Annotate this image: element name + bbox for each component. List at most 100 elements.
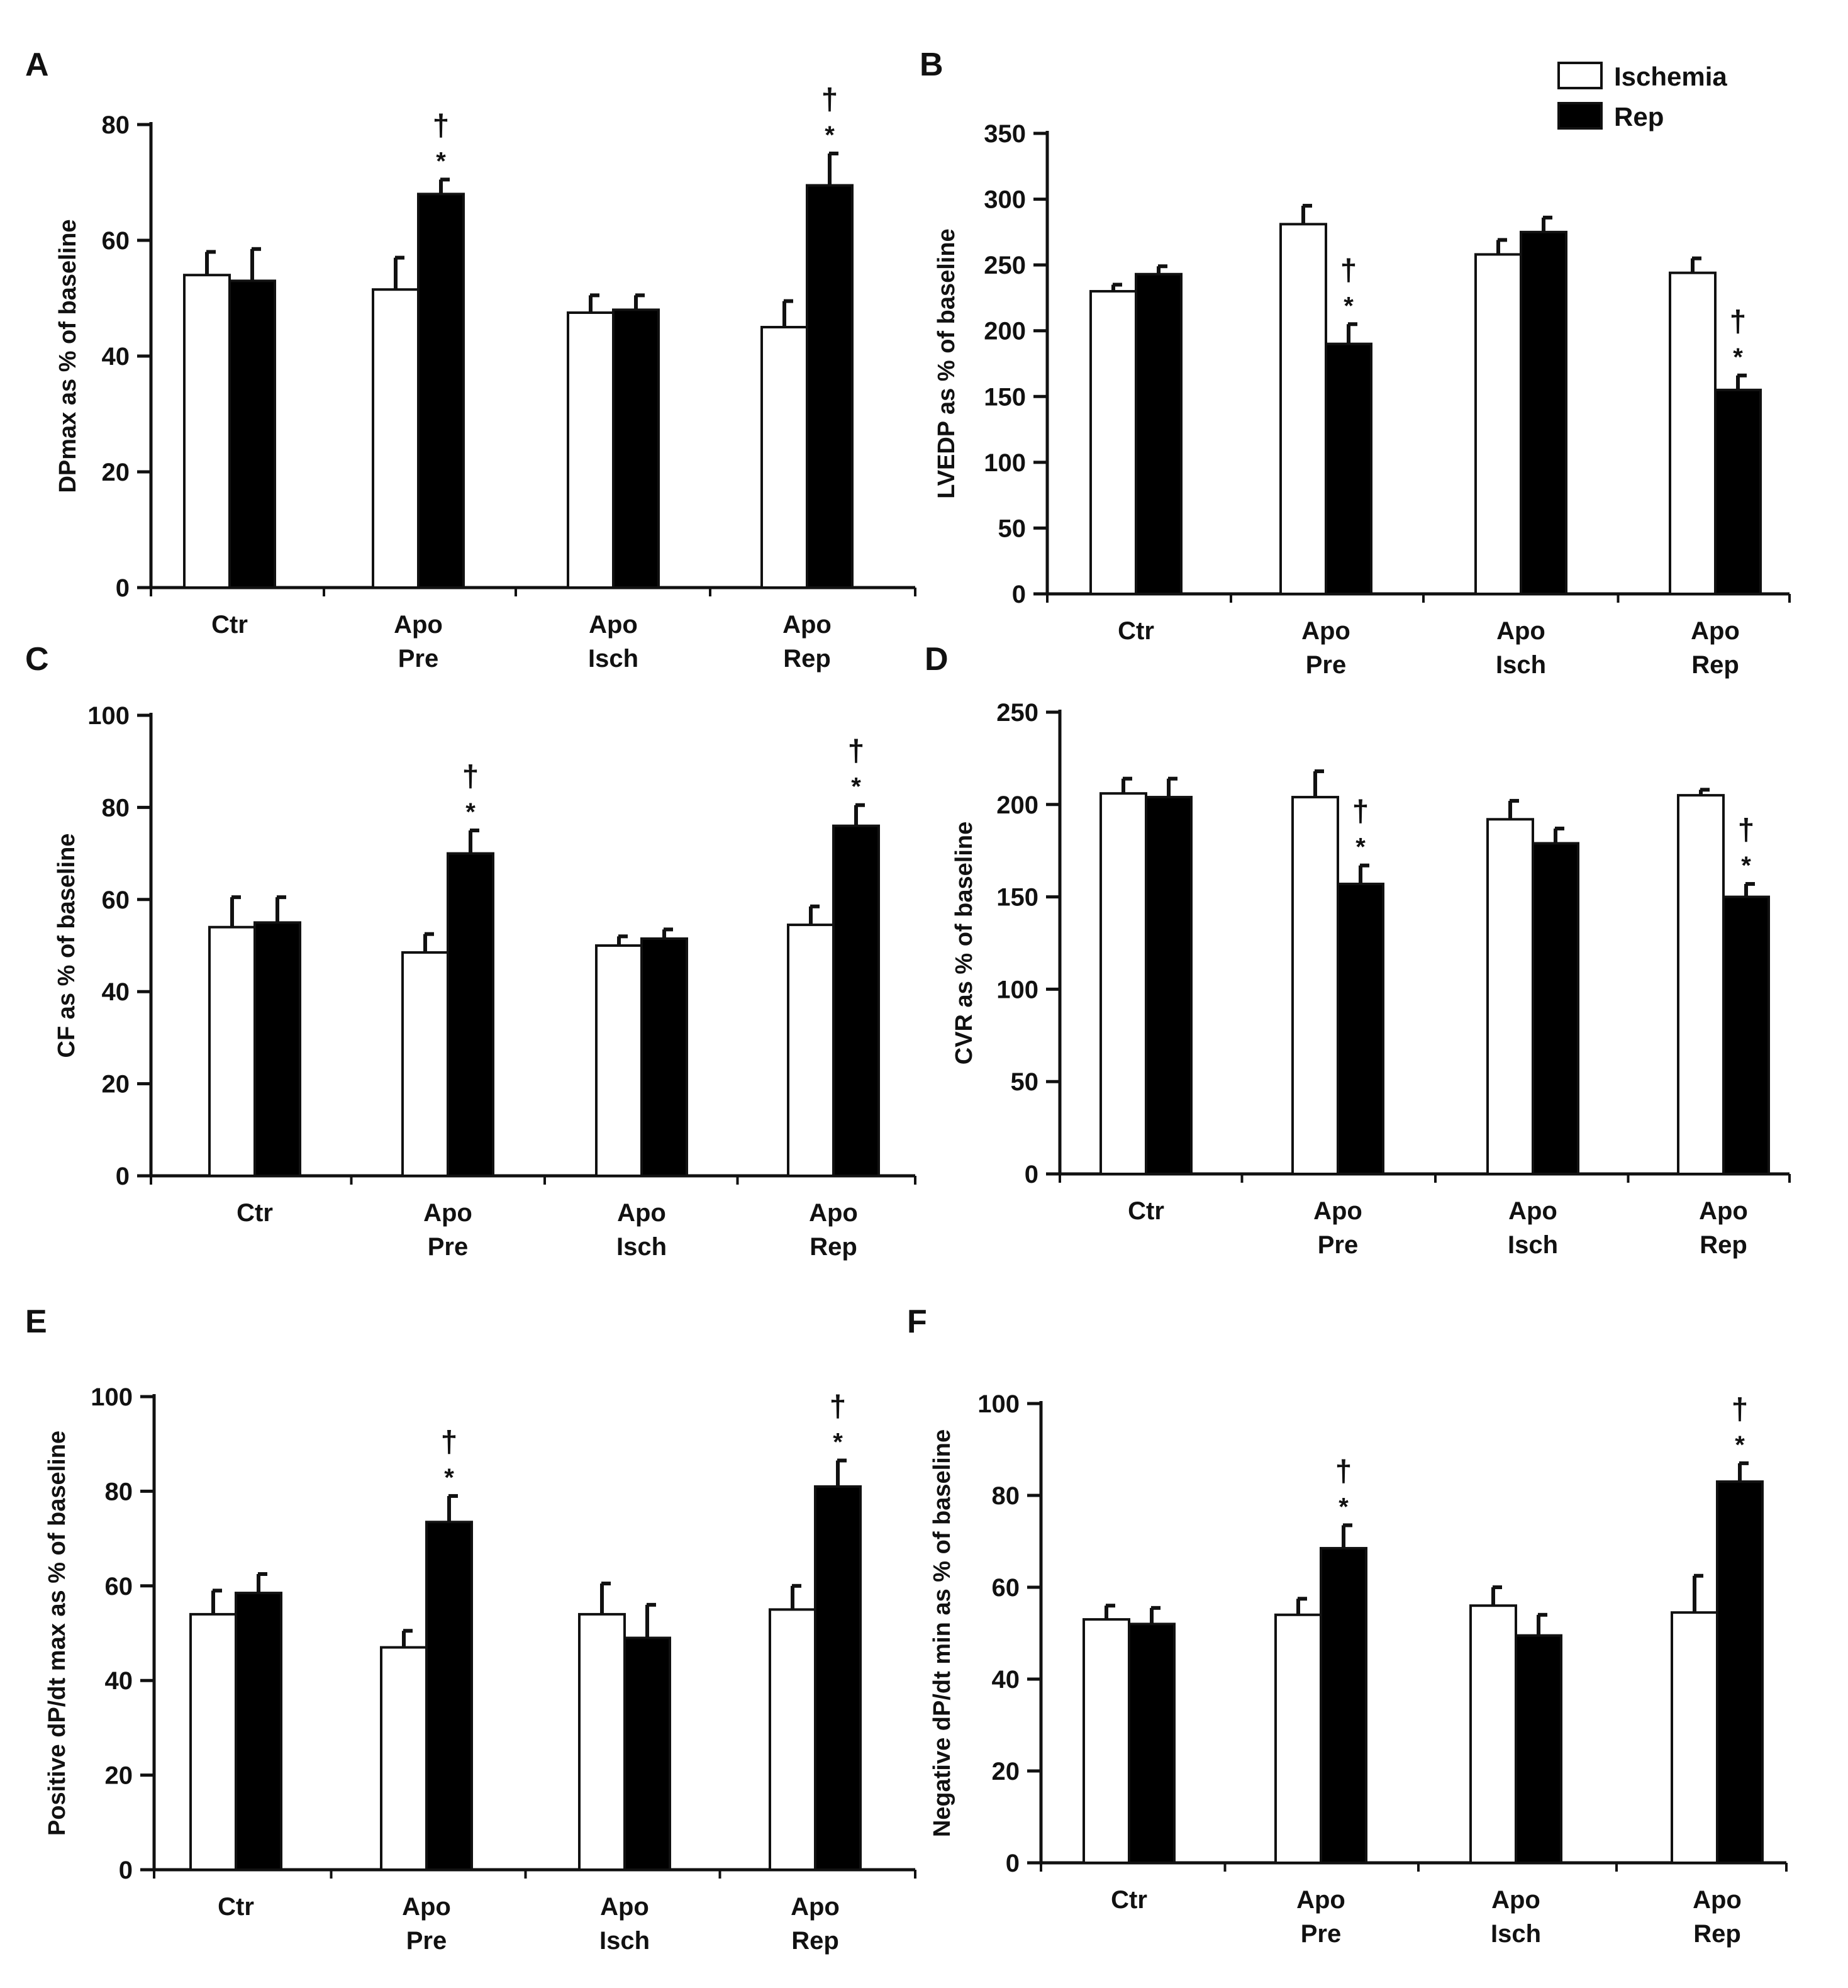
x-tick-label: Apo [402,1893,451,1921]
bar-ischemia [1671,1611,1718,1864]
x-tick-label: Pre [398,645,439,673]
x-tick-label: Pre [1301,1920,1342,1948]
y-tick-label: 0 [116,1163,130,1190]
asterisk-mark: * [1735,1431,1745,1459]
y-tick-label: 50 [998,515,1027,542]
bar-rep [228,279,276,589]
x-tick-label: Apo [423,1199,472,1227]
y-tick-label: 20 [102,459,130,486]
asterisk-mark: * [1741,852,1751,880]
bar-ischemia [1083,1618,1130,1865]
y-tick-label: 100 [87,702,130,730]
asterisk-mark: * [1733,343,1743,371]
bar-ischemia [567,311,615,589]
dagger-mark: † [830,1390,847,1424]
panel-d: D 0 50 100 150 200 250 CVR as % of baseline Ctr A… [925,641,1791,1259]
x-tick-label: Ctr [237,1199,273,1227]
y-tick-label: 0 [1012,581,1026,608]
asterisk-mark: * [1344,292,1354,320]
y-axis-title: LVEDP as % of baseline [933,228,960,498]
bar-ischemia [401,951,449,1177]
y-tick-label: 150 [984,383,1026,411]
dagger-mark: † [1730,305,1747,338]
x-tick-label: Apo [809,1199,858,1227]
y-tick-label: 40 [102,343,130,371]
asterisk-mark: * [465,798,476,826]
bar-ischemia [1469,1604,1517,1864]
legend-label-ischemia: Ischemia [1614,62,1727,91]
bar-rep [1722,895,1770,1175]
x-tick-label: Apo [1508,1197,1557,1225]
x-tick-label: Isch [1508,1231,1558,1259]
bar-rep [447,852,494,1177]
bar-rep [235,1592,282,1872]
y-tick-label: 80 [102,794,130,822]
bar-rep [1714,388,1762,595]
x-tick-label: Rep [810,1233,857,1261]
bar-rep [832,824,880,1178]
y-tick-label: 60 [102,886,130,914]
bar-ischemia [578,1612,626,1871]
y-tick-label: 50 [1011,1068,1039,1096]
x-tick-label: Ctr [218,1893,254,1921]
y-axis-title: Positive dP/dt max as % of baseline [44,1431,70,1836]
x-tick-label: Apo [1699,1197,1748,1225]
bar-ischemia [1274,1613,1322,1865]
bar-rep [623,1636,671,1872]
x-tick-label: Isch [599,1927,650,1955]
y-tick-label: 0 [1025,1161,1038,1188]
dagger-mark: † [1732,1393,1749,1426]
panel-label: E [25,1304,47,1340]
x-tick-label: Apo [1313,1197,1362,1225]
y-tick-label: 20 [992,1758,1020,1785]
x-tick-label: Apo [1693,1886,1742,1914]
bar-ischemia [1474,253,1522,595]
bar-ischemia [380,1646,428,1872]
bar-rep [417,193,465,589]
panel-label: F [907,1304,927,1340]
asterisk-mark: * [1355,834,1366,861]
bar-rep [425,1521,473,1871]
dagger-mark: † [433,109,450,142]
y-tick-label: 100 [91,1383,133,1411]
x-tick-label: Apo [1296,1886,1345,1914]
y-tick-label: 0 [1006,1850,1020,1877]
panel-label: A [25,47,49,83]
y-tick-label: 80 [105,1478,133,1505]
dagger-mark: † [848,735,865,768]
bar-ischemia [1291,796,1339,1175]
bar-rep [1520,230,1567,596]
x-tick-label: Rep [1693,1920,1741,1948]
x-tick-label: Apo [1691,617,1740,645]
panel-label: C [25,641,49,678]
bar-rep [814,1485,862,1871]
bar-rep [612,308,660,589]
bar-rep [1337,883,1384,1175]
bar-rep [1145,796,1193,1175]
x-tick-label: Apo [1496,617,1545,645]
y-tick-label: 200 [984,318,1026,345]
y-axis-title: CVR as % of baseline [951,822,977,1064]
y-tick-label: 60 [102,227,130,255]
dagger-mark: † [1738,813,1755,847]
y-axis-title: CF as % of baseline [53,834,80,1058]
y-tick-label: 20 [105,1762,133,1790]
x-tick-label: Isch [1496,651,1546,679]
y-tick-label: 250 [984,252,1026,279]
panel-f: F 0 20 40 60 80 100 Negative dP/dt min as % of … [907,1304,1788,1948]
dagger-mark: † [462,760,479,793]
bar-rep [1515,1634,1562,1864]
x-tick-label: Apo [589,611,638,639]
y-tick-label: 350 [984,120,1026,148]
y-tick-label: 20 [102,1071,130,1098]
asterisk-mark: * [825,121,835,149]
x-tick-label: Apo [1491,1886,1540,1914]
bar-ischemia [208,925,256,1177]
bar-rep [1532,842,1579,1176]
x-tick-label: Ctr [1128,1197,1164,1225]
asterisk-mark: * [833,1429,843,1456]
bar-ischemia [1279,223,1327,595]
asterisk-mark: * [436,147,446,175]
bar-ischemia [183,274,231,589]
